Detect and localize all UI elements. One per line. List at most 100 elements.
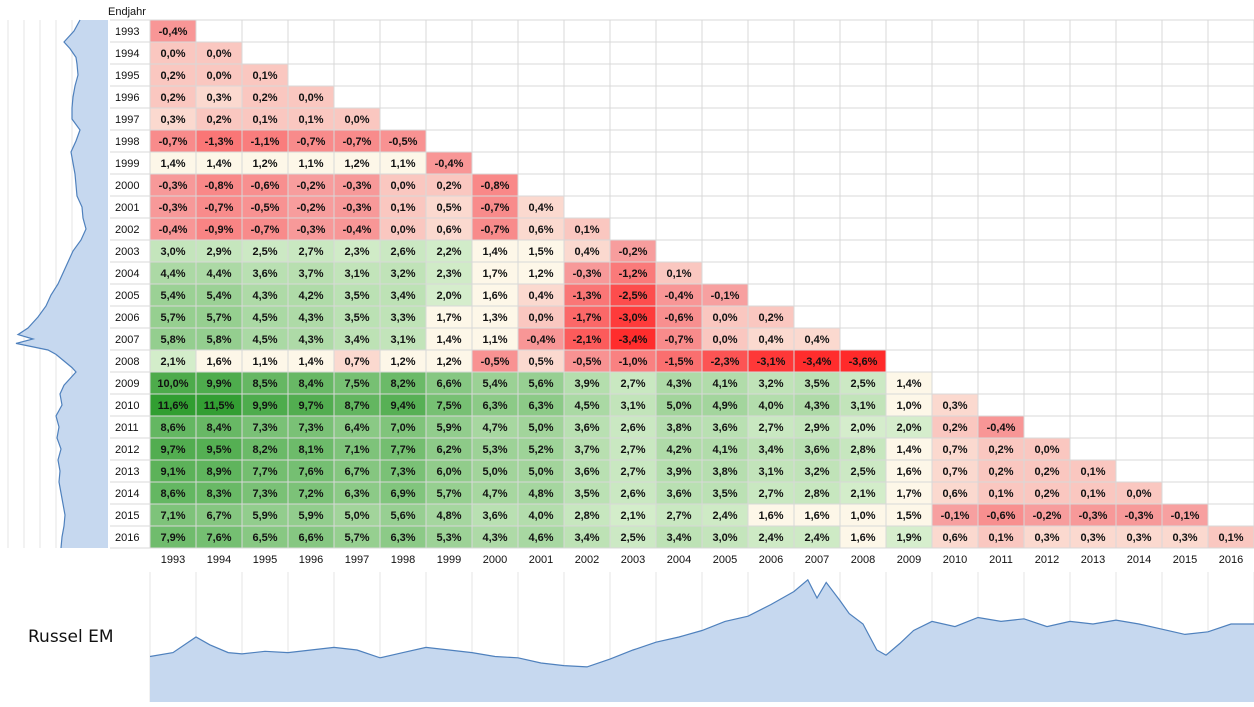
heatmap-cell-label: 1,4% bbox=[160, 158, 185, 170]
heatmap-cell bbox=[1208, 526, 1254, 548]
heatmap-cell bbox=[196, 350, 242, 372]
heatmap-cell bbox=[334, 130, 380, 152]
heatmap-cell bbox=[288, 526, 334, 548]
heatmap-cell bbox=[748, 526, 794, 548]
heatmap-cell bbox=[380, 218, 426, 240]
heatmap-cell bbox=[242, 416, 288, 438]
heatmap-cell-label: 0,6% bbox=[528, 224, 553, 236]
heatmap-cell-label: 0,1% bbox=[390, 202, 415, 214]
heatmap-cell bbox=[426, 262, 472, 284]
heatmap-cell bbox=[242, 350, 288, 372]
heatmap-cell-label: 1,0% bbox=[850, 510, 875, 522]
heatmap-cell bbox=[196, 482, 242, 504]
heatmap-cell bbox=[242, 482, 288, 504]
heatmap-cell-label: 0,3% bbox=[1034, 532, 1059, 544]
heatmap-cell bbox=[518, 240, 564, 262]
heatmap-cell-label: 2,4% bbox=[712, 510, 737, 522]
start-year-label: 2002 bbox=[575, 554, 599, 566]
heatmap-cell-label: 0,5% bbox=[528, 356, 553, 368]
heatmap-cell-label: -0,7% bbox=[297, 136, 326, 148]
heatmap-cell bbox=[610, 438, 656, 460]
heatmap-cell bbox=[886, 416, 932, 438]
heatmap-cell bbox=[472, 284, 518, 306]
heatmap-cell bbox=[150, 372, 196, 394]
heatmap-cell-label: 6,9% bbox=[390, 488, 415, 500]
heatmap-cell bbox=[380, 350, 426, 372]
heatmap-cell bbox=[610, 526, 656, 548]
heatmap-cell-label: 9,4% bbox=[390, 400, 415, 412]
heatmap-cell-label: 1,4% bbox=[206, 158, 231, 170]
heatmap-cell bbox=[794, 438, 840, 460]
heatmap-cell bbox=[150, 196, 196, 218]
heatmap-cell bbox=[150, 482, 196, 504]
heatmap-cell bbox=[610, 482, 656, 504]
heatmap-cell-label: -0,6% bbox=[665, 312, 694, 324]
heatmap-cell-label: 4,1% bbox=[712, 378, 737, 390]
heatmap-cell-label: 9,7% bbox=[160, 444, 185, 456]
heatmap-cell-label: 2,3% bbox=[436, 268, 461, 280]
heatmap-cell bbox=[518, 306, 564, 328]
heatmap-cell bbox=[426, 284, 472, 306]
heatmap-cell-label: -0,9% bbox=[205, 224, 234, 236]
heatmap-cell bbox=[334, 108, 380, 130]
heatmap-cell bbox=[150, 306, 196, 328]
start-year-label: 1995 bbox=[253, 554, 277, 566]
heatmap-cell-label: 4,3% bbox=[252, 290, 277, 302]
heatmap-cell bbox=[242, 394, 288, 416]
heatmap-cell bbox=[840, 438, 886, 460]
start-year-label: 1996 bbox=[299, 554, 323, 566]
heatmap-cell-label: 3,5% bbox=[804, 378, 829, 390]
heatmap-cell-label: 0,2% bbox=[206, 114, 231, 126]
heatmap-cell-label: 6,7% bbox=[344, 466, 369, 478]
heatmap-cell-label: -1,1% bbox=[251, 136, 280, 148]
heatmap-cell bbox=[472, 240, 518, 262]
end-year-label: 2001 bbox=[115, 202, 139, 214]
heatmap-cell-label: -0,7% bbox=[251, 224, 280, 236]
heatmap-cell-label: -0,8% bbox=[481, 180, 510, 192]
heatmap-cell-label: 0,3% bbox=[1172, 532, 1197, 544]
heatmap-cell bbox=[150, 218, 196, 240]
heatmap-cell bbox=[242, 130, 288, 152]
heatmap-cell bbox=[564, 284, 610, 306]
heatmap-cell-label: 3,7% bbox=[298, 268, 323, 280]
heatmap-cell-label: 3,4% bbox=[758, 444, 783, 456]
heatmap-cell bbox=[840, 526, 886, 548]
heatmap-cell bbox=[334, 306, 380, 328]
heatmap-cell bbox=[196, 306, 242, 328]
heatmap-cell-label: 4,0% bbox=[528, 510, 553, 522]
heatmap-cell bbox=[150, 86, 196, 108]
heatmap-cell bbox=[150, 504, 196, 526]
heatmap-cell-label: 4,5% bbox=[252, 334, 277, 346]
heatmap-cell bbox=[656, 504, 702, 526]
heatmap-cell-label: 0,7% bbox=[344, 356, 369, 368]
heatmap-cell-label: -2,5% bbox=[619, 290, 648, 302]
heatmap-cell-label: 7,3% bbox=[252, 488, 277, 500]
heatmap-cell bbox=[196, 526, 242, 548]
end-year-label: 1998 bbox=[115, 136, 139, 148]
bottom-area-line bbox=[149, 578, 1254, 668]
heatmap-cell-label: -0,7% bbox=[343, 136, 372, 148]
heatmap-cell bbox=[288, 350, 334, 372]
heatmap-cell-label: 3,9% bbox=[666, 466, 691, 478]
heatmap-cell bbox=[334, 394, 380, 416]
heatmap-cell bbox=[196, 460, 242, 482]
heatmap-cell-label: 5,3% bbox=[436, 532, 461, 544]
heatmap-cell bbox=[196, 504, 242, 526]
heatmap-cell-label: 0,1% bbox=[1080, 466, 1105, 478]
heatmap-cell bbox=[334, 262, 380, 284]
heatmap-cell bbox=[242, 174, 288, 196]
heatmap-cell bbox=[518, 416, 564, 438]
heatmap-cell bbox=[334, 526, 380, 548]
heatmap-cell-label: 0,1% bbox=[1218, 532, 1243, 544]
heatmap-cell-label: 3,1% bbox=[758, 466, 783, 478]
heatmap-cell bbox=[840, 504, 886, 526]
heatmap-cell bbox=[150, 130, 196, 152]
heatmap-cell-label: 3,1% bbox=[390, 334, 415, 346]
heatmap-cell-label: -1,2% bbox=[619, 268, 648, 280]
end-year-label: 2002 bbox=[115, 224, 139, 236]
heatmap-cell-label: 1,5% bbox=[528, 246, 553, 258]
heatmap-cell-label: 5,3% bbox=[482, 444, 507, 456]
heatmap-cell bbox=[334, 504, 380, 526]
start-year-label: 1993 bbox=[161, 554, 185, 566]
start-year-label: 2008 bbox=[851, 554, 875, 566]
